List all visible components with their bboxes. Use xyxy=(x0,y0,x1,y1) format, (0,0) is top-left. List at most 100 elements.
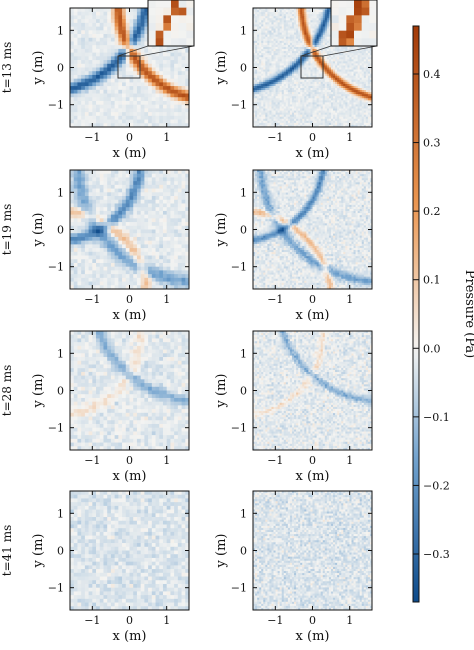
heatmap-cell xyxy=(99,30,104,35)
heatmap-cell xyxy=(304,26,307,29)
heatmap-cell xyxy=(326,16,330,19)
heatmap-cell xyxy=(333,98,336,101)
heatmap-cell xyxy=(84,184,89,189)
heatmap-cell xyxy=(88,97,93,102)
heatmap-cell xyxy=(357,92,361,95)
heatmap-cell xyxy=(257,22,260,25)
heatmap-cell xyxy=(140,71,145,76)
heatmap-cell xyxy=(159,97,164,102)
heatmap-cell xyxy=(259,38,262,42)
heatmap-cell xyxy=(353,63,356,66)
heatmap-cell xyxy=(320,8,324,11)
heatmap-cell xyxy=(129,93,134,98)
heatmap-cell xyxy=(347,65,350,68)
heatmap-cell xyxy=(279,100,283,103)
heatmap-cell xyxy=(300,28,303,31)
heatmap-cell xyxy=(253,85,256,89)
heatmap-cell xyxy=(326,75,330,79)
heatmap-cell xyxy=(269,114,272,118)
heatmap-cell xyxy=(261,22,264,25)
heatmap-cell xyxy=(77,210,82,215)
heatmap-cell xyxy=(349,81,352,85)
heatmap-cell xyxy=(144,123,149,128)
heatmap-cell xyxy=(289,53,293,56)
heatmap-cell xyxy=(355,53,358,56)
heatmap-cell xyxy=(328,20,332,23)
heatmap-cell xyxy=(335,110,338,113)
heatmap-cell xyxy=(302,16,305,19)
heatmap-cell xyxy=(84,34,89,39)
inset-cell xyxy=(178,30,187,39)
heatmap-cell xyxy=(357,106,361,109)
heatmap-cell xyxy=(324,77,328,81)
heatmap-cell xyxy=(144,196,149,201)
heatmap-cell xyxy=(261,18,264,21)
heatmap-cell xyxy=(275,114,278,118)
heatmap-cell xyxy=(118,48,123,53)
heatmap-cell xyxy=(357,69,361,72)
heatmap-cell xyxy=(271,14,274,17)
heatmap-cell xyxy=(318,49,322,52)
heatmap-cell xyxy=(335,96,338,99)
heatmap-cell xyxy=(296,81,299,85)
heatmap-cell xyxy=(287,75,291,79)
heatmap-cell xyxy=(77,173,82,178)
heatmap-cell xyxy=(351,106,354,109)
heatmap-cell xyxy=(84,100,89,106)
heatmap-cell xyxy=(144,177,149,182)
heatmap-cell xyxy=(322,104,326,107)
heatmap-cell xyxy=(363,124,367,128)
heatmap-cell xyxy=(357,100,361,103)
heatmap-cell xyxy=(285,63,289,66)
heatmap-cell xyxy=(333,102,336,105)
heatmap-cell xyxy=(99,214,104,219)
heatmap-cell xyxy=(343,96,346,99)
heatmap-cell xyxy=(279,92,283,95)
heatmap-cell xyxy=(273,79,276,83)
heatmap-cell xyxy=(122,37,127,42)
heatmap-cell xyxy=(369,73,373,77)
heatmap-cell xyxy=(318,57,322,60)
heatmap-cell xyxy=(170,97,175,102)
heatmap-cell xyxy=(144,67,149,72)
heatmap-cell xyxy=(291,10,295,13)
heatmap-cell xyxy=(140,100,145,106)
heatmap-cell xyxy=(122,41,127,46)
heatmap-cell xyxy=(73,11,78,16)
heatmap-cell xyxy=(125,34,130,39)
heatmap-cell xyxy=(73,52,78,57)
heatmap-cell xyxy=(349,98,352,101)
heatmap-cell xyxy=(148,177,153,182)
heatmap-cell xyxy=(118,60,123,65)
heatmap-cell xyxy=(333,55,336,58)
heatmap-cell xyxy=(174,222,179,227)
heatmap-cell xyxy=(162,170,168,175)
heatmap-cell xyxy=(265,110,268,113)
heatmap-cell xyxy=(345,67,348,70)
inset-cell xyxy=(148,23,156,31)
heatmap-cell xyxy=(271,77,274,81)
heatmap-cell xyxy=(253,69,256,72)
heatmap-cell xyxy=(70,196,75,201)
heatmap-cell xyxy=(265,18,268,21)
heatmap-cell xyxy=(287,38,291,42)
heatmap-cell xyxy=(265,61,268,64)
heatmap-cell xyxy=(367,79,371,83)
heatmap-cell xyxy=(310,8,313,11)
heatmap-cell xyxy=(283,8,287,11)
heatmap-cell xyxy=(294,40,297,44)
heatmap-cell xyxy=(337,116,340,120)
heatmap-cell xyxy=(353,120,356,124)
heatmap-cell xyxy=(174,89,179,94)
heatmap-cell xyxy=(281,42,285,46)
heatmap-cell xyxy=(287,106,291,109)
heatmap-cell xyxy=(159,119,164,124)
heatmap-cell xyxy=(151,173,156,178)
heatmap-cell xyxy=(359,75,363,79)
heatmap-cell xyxy=(136,181,142,186)
heatmap-cell xyxy=(107,78,112,83)
heatmap-cell xyxy=(330,118,334,122)
heatmap-cell xyxy=(277,100,281,103)
heatmap-cell xyxy=(88,93,93,98)
heatmap-cell xyxy=(275,16,278,19)
